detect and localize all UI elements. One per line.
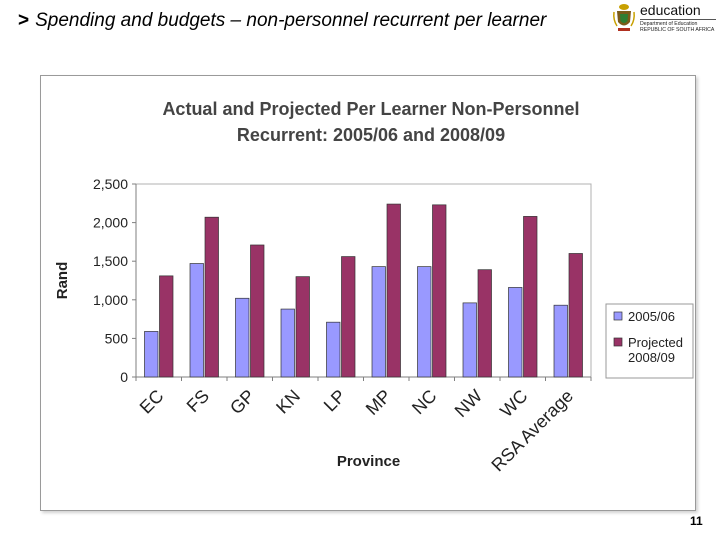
y-axis-title: Rand — [54, 262, 71, 300]
logo-country: REPUBLIC OF SOUTH AFRICA — [640, 27, 715, 33]
y-tick-label: 1,500 — [93, 253, 128, 269]
x-axis-title: Province — [337, 453, 400, 470]
logo-wordmark: education — [640, 2, 701, 18]
x-tick-label: EC — [136, 386, 168, 418]
logo-department: Department of Education — [640, 21, 698, 27]
x-tick-label: FS — [183, 386, 213, 416]
bar-lp-2005 — [326, 321, 341, 378]
bar-lp-2008 — [341, 256, 356, 378]
bar-mp-2005 — [371, 266, 386, 378]
legend-label: 2005/06 — [628, 309, 675, 324]
bar-kn-2008 — [295, 276, 310, 378]
logo-divider — [640, 19, 716, 20]
chart-frame: Actual and Projected Per Learner Non-Per… — [40, 75, 696, 511]
bar-chart: Actual and Projected Per Learner Non-Per… — [54, 99, 694, 476]
y-tick-label: 500 — [105, 330, 129, 346]
bar-wc-2008 — [523, 216, 538, 378]
chart-title-line: Actual and Projected Per Learner Non-Per… — [162, 99, 579, 119]
bar-kn-2005 — [280, 308, 295, 378]
x-tick-label: LP — [320, 386, 350, 416]
y-tick-label: 2,000 — [93, 215, 128, 231]
x-tick-label: NW — [451, 386, 486, 421]
x-tick-label: MP — [362, 386, 395, 419]
x-tick-label: GP — [226, 386, 259, 419]
bar-mp-2008 — [386, 203, 401, 378]
slide-title: > Spending and budgets – non-personnel re… — [18, 8, 578, 34]
bar-ec-2005 — [144, 331, 159, 378]
bar-gp-2005 — [235, 297, 250, 378]
bar-gp-2008 — [250, 244, 265, 378]
legend-label: 2008/09 — [628, 350, 675, 365]
bar-rsa-average-2005 — [553, 304, 568, 378]
x-tick-label: RSA Average — [487, 386, 577, 476]
bar-nc-2005 — [417, 266, 432, 378]
legend-label: Projected — [628, 335, 683, 350]
title-bullet: > — [18, 10, 30, 31]
legend-swatch — [613, 337, 623, 347]
bar-fs-2005 — [189, 263, 204, 378]
y-tick-label: 0 — [120, 369, 128, 385]
bar-wc-2005 — [508, 287, 523, 378]
bar-nc-2008 — [432, 204, 447, 378]
plot-area — [135, 183, 592, 378]
coat-of-arms-icon — [613, 4, 635, 31]
x-tick-label: NC — [408, 386, 441, 419]
bar-nw-2005 — [462, 302, 477, 378]
legend-swatch — [613, 311, 623, 321]
slide-title-text: Spending and budgets – non-personnel rec… — [35, 10, 547, 31]
bar-ec-2008 — [159, 275, 174, 378]
x-tick-label: WC — [496, 386, 531, 421]
y-tick-label: 2,500 — [93, 176, 128, 192]
bar-nw-2008 — [477, 269, 492, 378]
y-tick-label: 1,000 — [93, 292, 128, 308]
x-tick-label: KN — [272, 386, 304, 418]
bar-rsa-average-2008 — [568, 253, 583, 378]
page-number: 11 — [690, 514, 703, 528]
education-logo: education Department of Education REPUBL… — [612, 2, 720, 40]
bar-fs-2008 — [204, 216, 219, 378]
chart-title-line: Recurrent: 2005/06 and 2008/09 — [237, 125, 505, 145]
